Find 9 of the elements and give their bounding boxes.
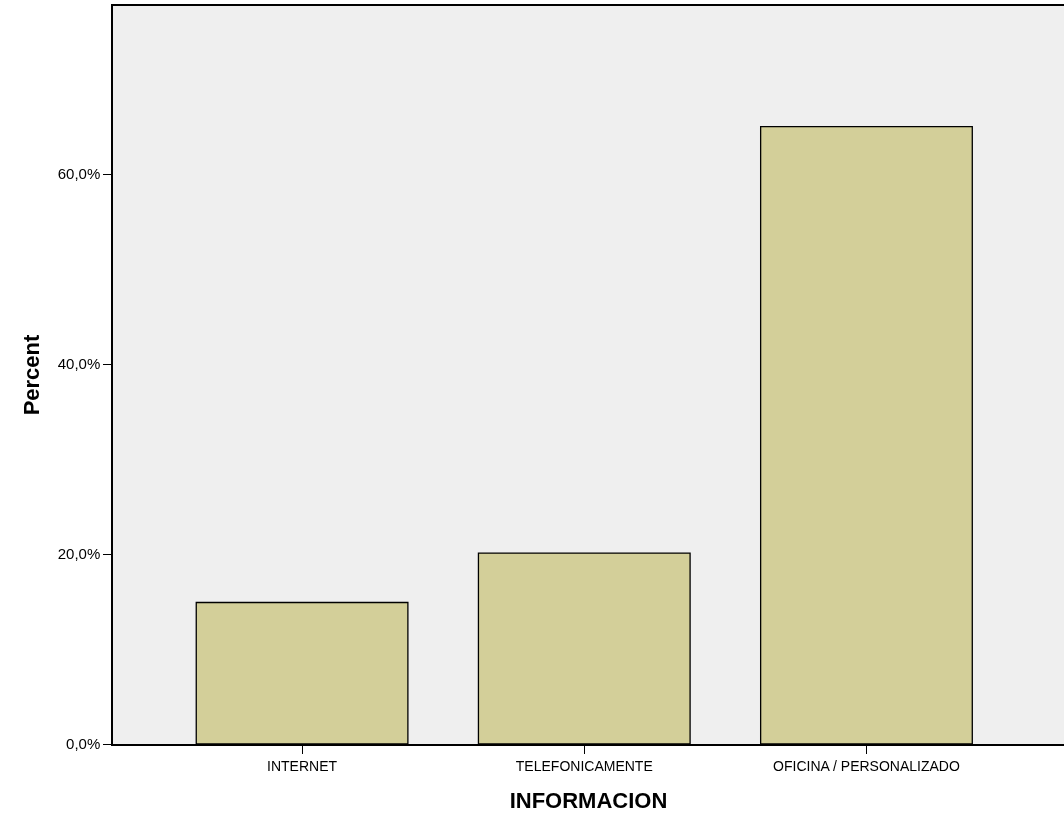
- y-tick-label: 0,0%: [66, 735, 101, 753]
- x-tick-label: OFICINA / PERSONALIZADO: [773, 757, 960, 774]
- x-axis-title: INFORMACION: [509, 787, 668, 813]
- y-tick-label: 40,0%: [57, 355, 101, 373]
- y-tick-label: 20,0%: [57, 545, 101, 563]
- x-tick-label: TELEFONICAMENTE: [515, 757, 653, 774]
- y-tick-label: 60,0%: [57, 165, 101, 183]
- x-tick-label: INTERNET: [267, 757, 338, 774]
- y-axis-title: Percent: [19, 333, 44, 416]
